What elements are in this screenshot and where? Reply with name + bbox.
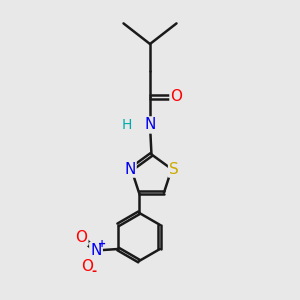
Text: O: O (81, 259, 93, 274)
Text: -: - (91, 265, 96, 278)
Text: +: + (98, 239, 106, 249)
Text: H: H (121, 118, 132, 132)
Text: O: O (75, 230, 87, 245)
Text: O: O (170, 89, 182, 104)
Text: N: N (124, 162, 136, 177)
Text: N: N (144, 118, 156, 133)
Text: N: N (90, 243, 102, 258)
Text: S: S (169, 162, 179, 177)
